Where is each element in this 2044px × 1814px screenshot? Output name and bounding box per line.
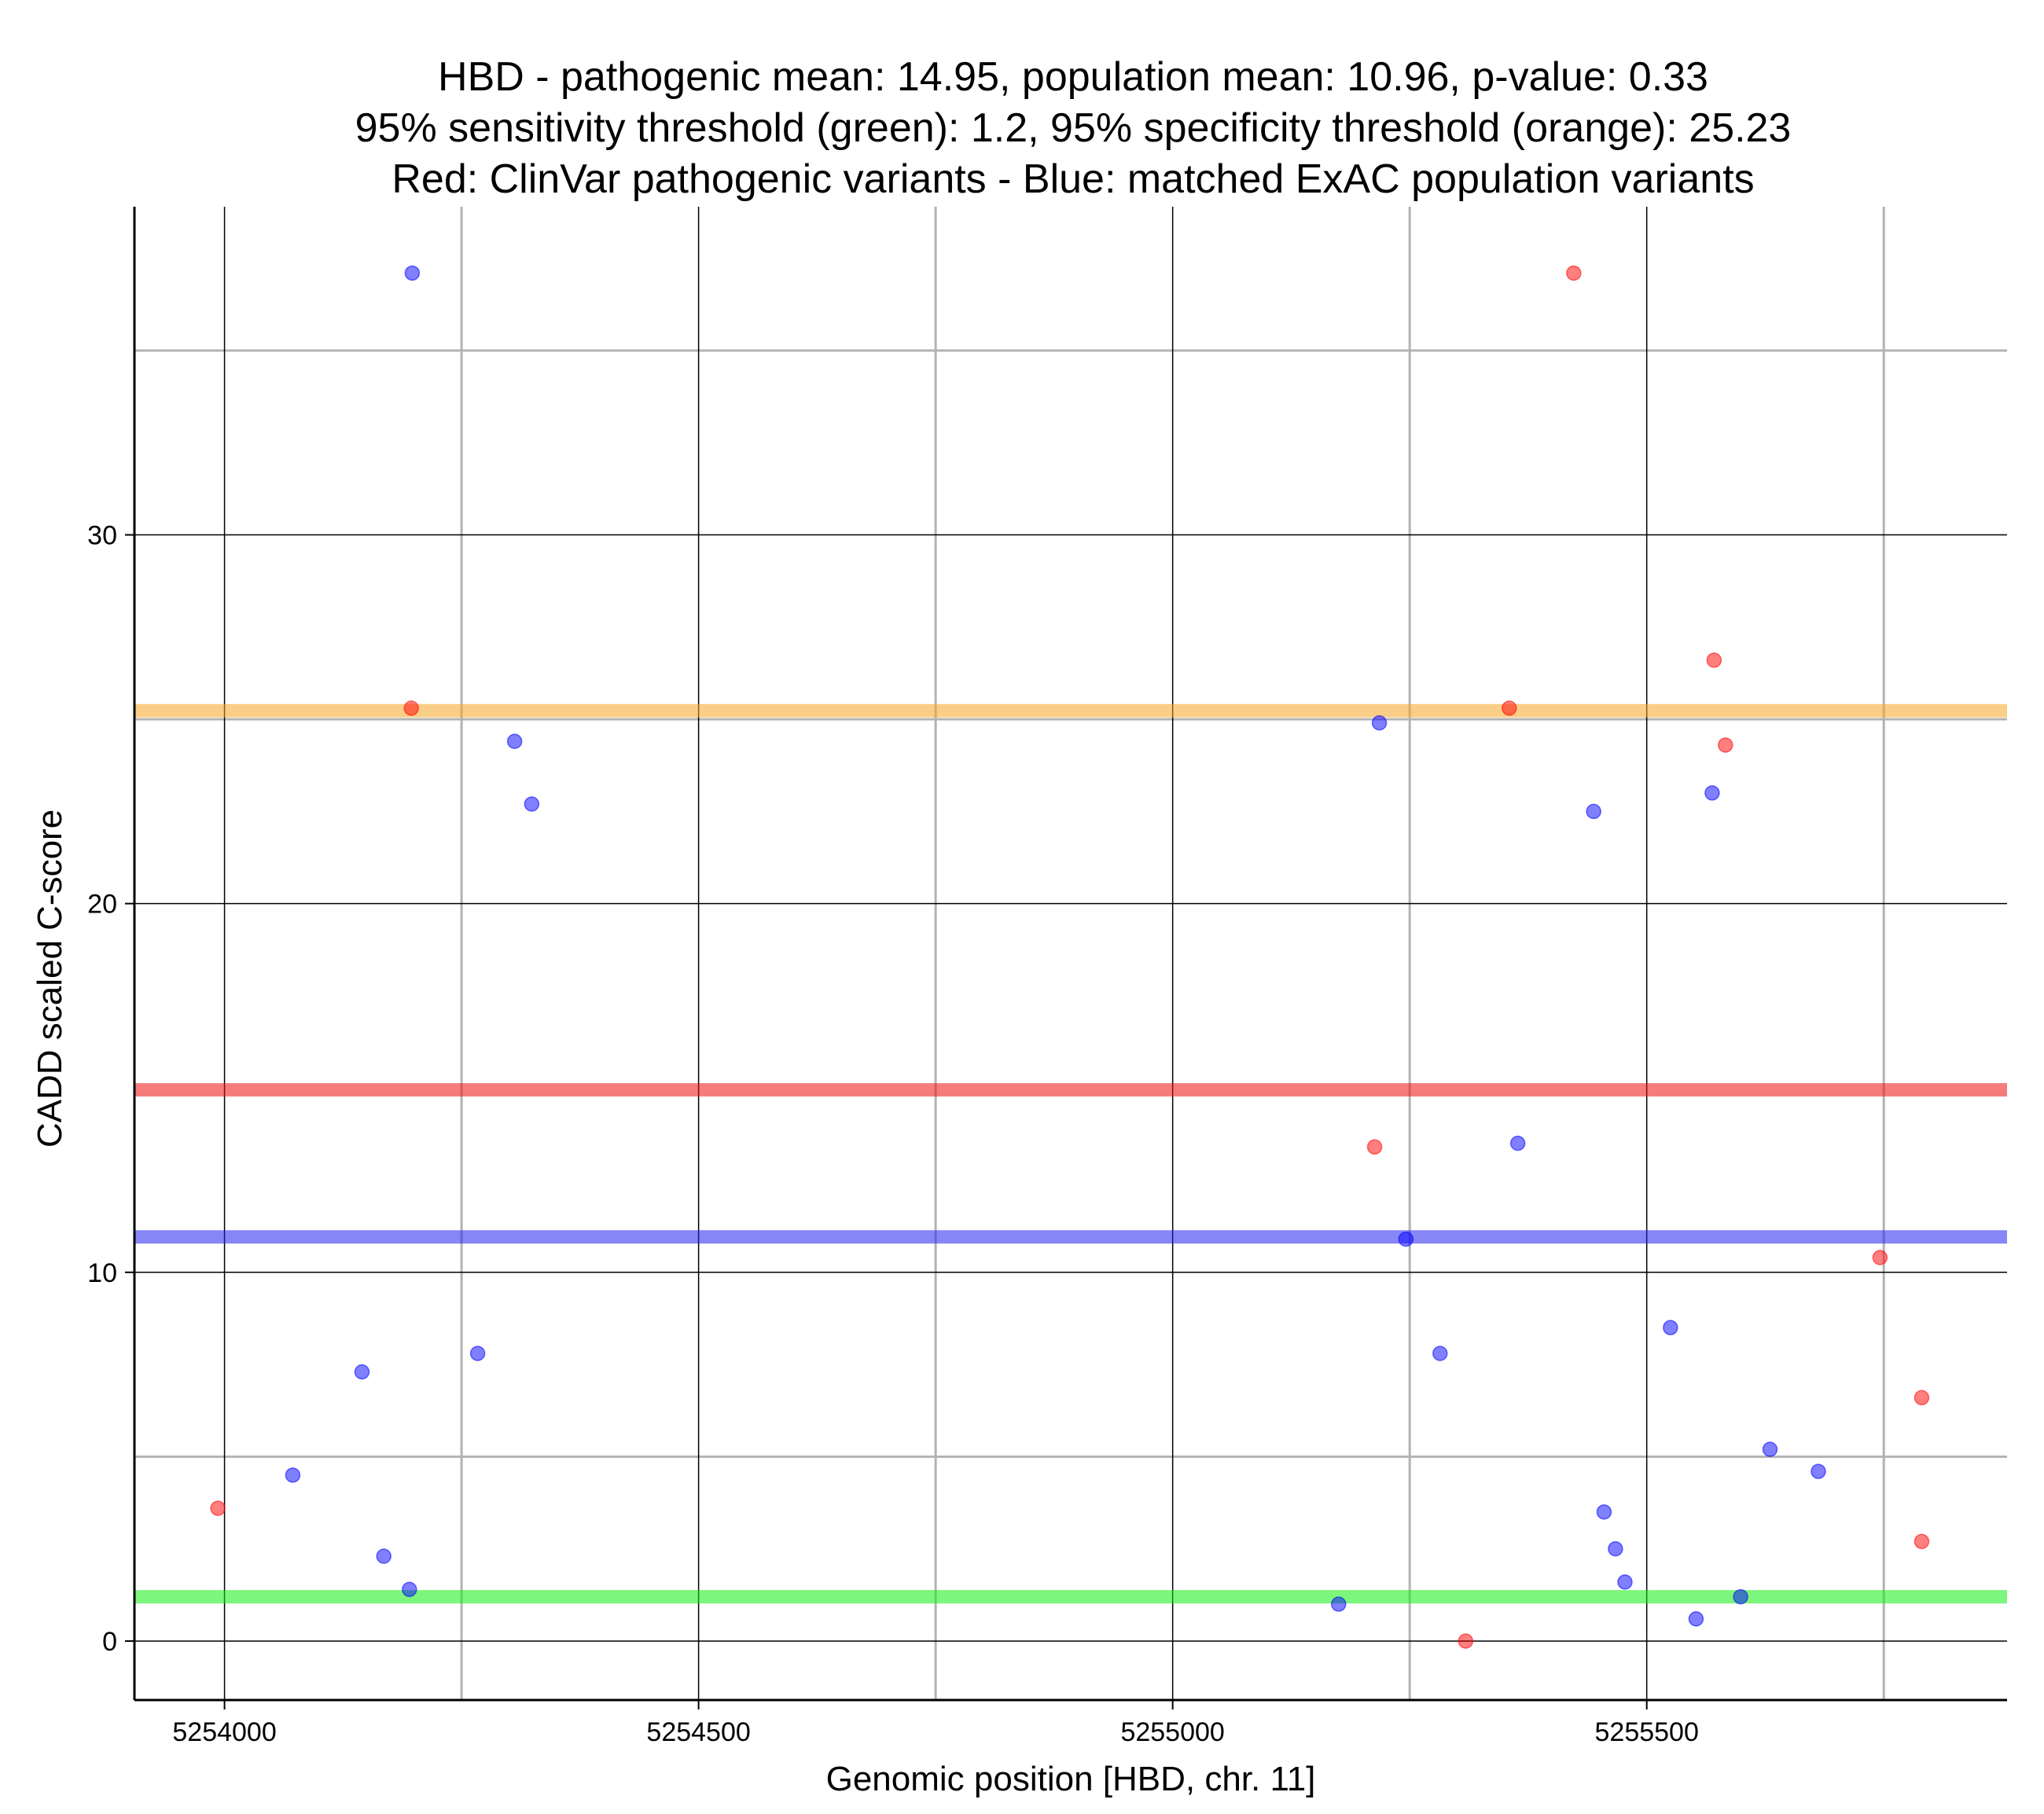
chart-title-line-2: 95% sensitivity threshold (green): 1.2, … (355, 105, 1792, 151)
population-point (1371, 715, 1388, 731)
chart-title-line-3: Red: ClinVar pathogenic variants - Blue:… (392, 156, 1754, 202)
y-tick-label: 20 (87, 890, 117, 920)
population-point (1596, 1504, 1612, 1520)
population-point (1762, 1441, 1778, 1457)
population-point (1330, 1596, 1347, 1612)
population-point (469, 1346, 486, 1361)
y-tick-label: 0 (102, 1627, 117, 1657)
gridlines (134, 207, 2007, 1700)
pathogenic-point (403, 700, 419, 716)
population-point (1663, 1320, 1678, 1335)
population-point (402, 1581, 417, 1598)
pathogenic-point (1872, 1250, 1888, 1265)
data-points (210, 265, 1930, 1649)
population-point (524, 796, 540, 812)
population-point (1398, 1231, 1414, 1247)
population-point (404, 265, 421, 281)
population-point (506, 733, 523, 749)
pathogenic-point (1366, 1139, 1383, 1155)
pathogenic-point (1913, 1390, 1930, 1406)
pathogenic-point (210, 1500, 226, 1516)
chart-title-line-1: HBD - pathogenic mean: 14.95, population… (438, 54, 1708, 100)
population-point (1688, 1611, 1704, 1627)
threshold-lines (134, 703, 2007, 1604)
x-tick-label: 5254500 (646, 1717, 750, 1747)
y-tick-label: 30 (87, 521, 117, 551)
population-point (376, 1548, 392, 1564)
axis-ticks: 5254000 5254500 5255000 5255500 0 10 20 30 (87, 521, 1699, 1747)
pathogenic-point (1913, 1533, 1930, 1550)
pathogenic-point (1718, 737, 1733, 753)
population-point (1811, 1463, 1826, 1479)
y-tick-label: 10 (87, 1258, 117, 1288)
population-point (1432, 1346, 1448, 1361)
pathogenic-point (1566, 265, 1582, 281)
population-point (1586, 803, 1601, 820)
population-point (1608, 1540, 1623, 1557)
y-axis-title: CADD scaled C-score (31, 810, 69, 1148)
pathogenic-point (1706, 652, 1722, 668)
population-point (1733, 1588, 1748, 1605)
population-point (285, 1467, 301, 1483)
x-tick-label: 5254000 (172, 1717, 276, 1747)
x-axis-title: Genomic position [HBD, chr. 11] (826, 1760, 1316, 1798)
population-point (1704, 785, 1720, 801)
pathogenic-point (1502, 700, 1517, 716)
x-tick-label: 5255500 (1595, 1717, 1699, 1747)
population-point (354, 1364, 370, 1380)
pathogenic-point (1458, 1633, 1474, 1649)
population-point (1509, 1135, 1526, 1151)
x-tick-label: 5255000 (1120, 1717, 1224, 1747)
population-point (1617, 1574, 1633, 1590)
